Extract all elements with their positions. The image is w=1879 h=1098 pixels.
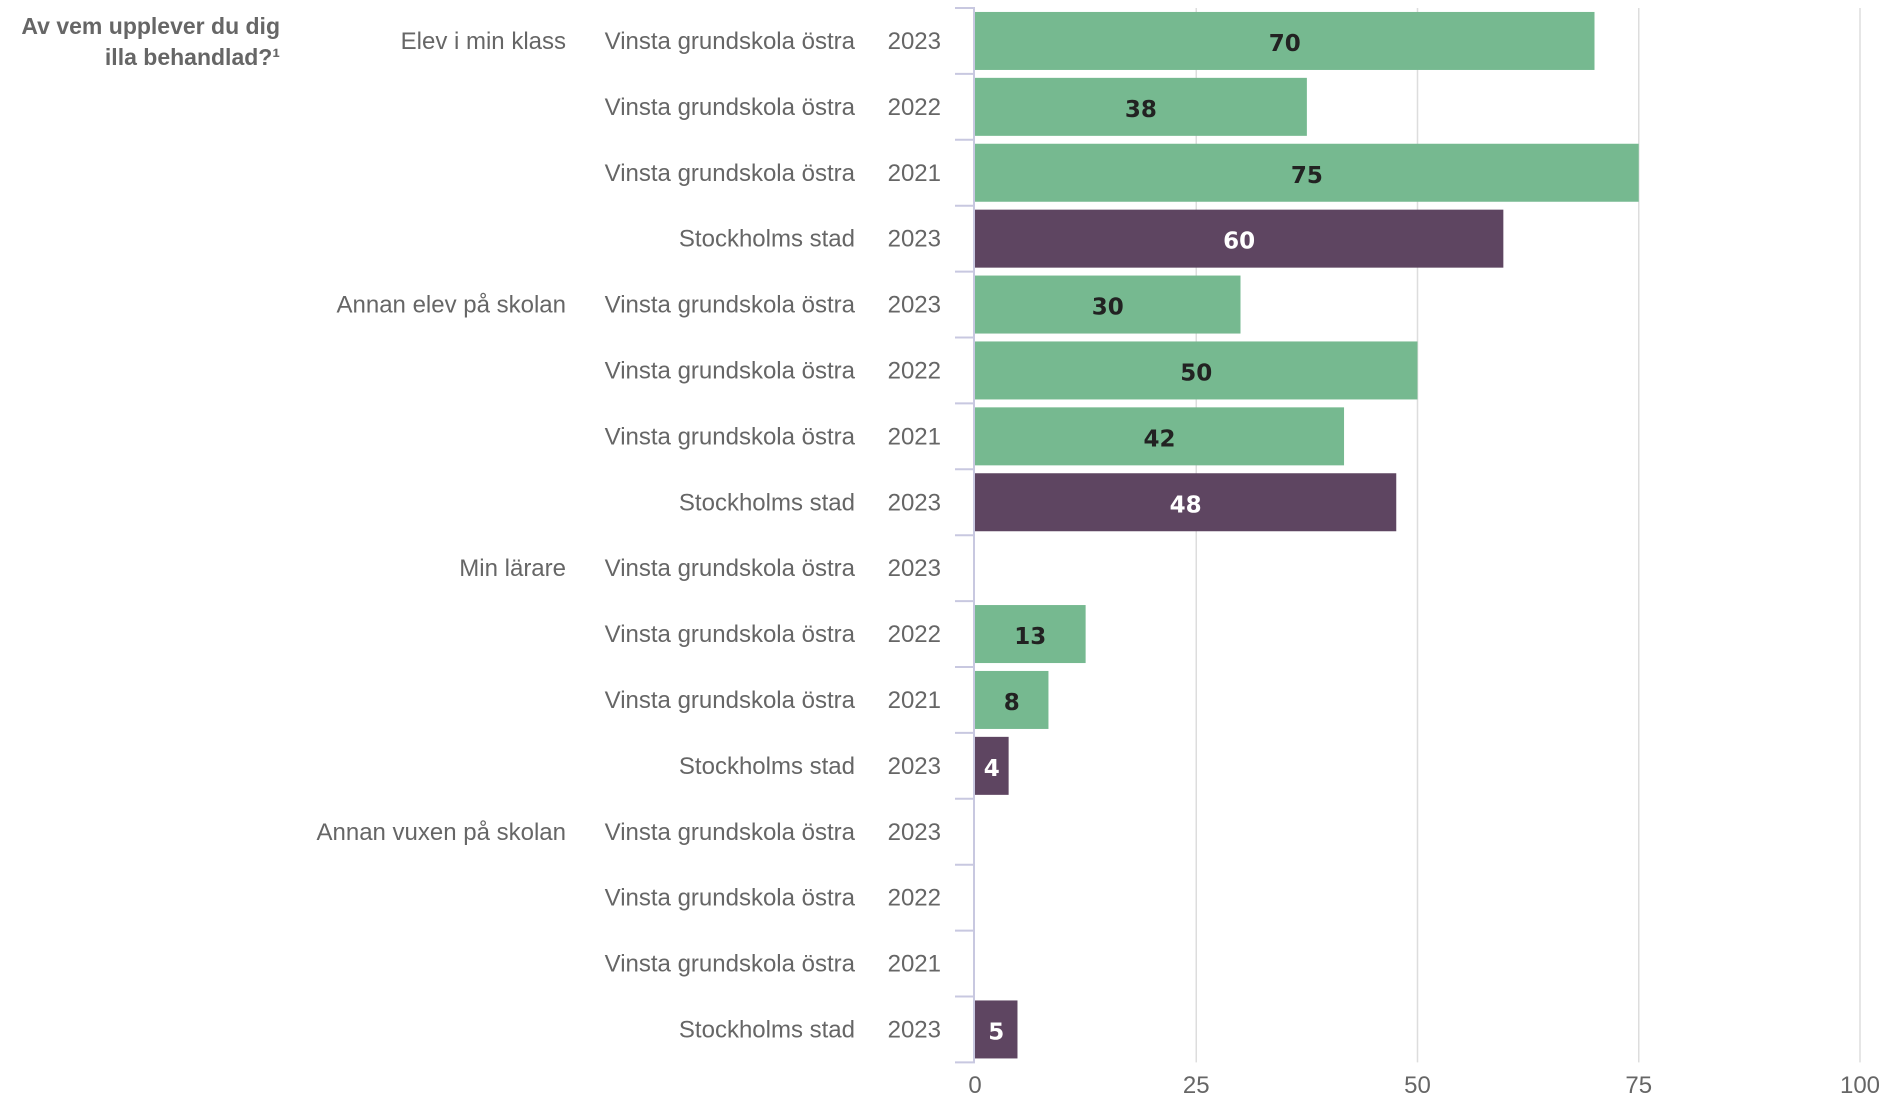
bar: [975, 473, 1397, 532]
row-unit-label: Stockholms stad: [679, 226, 855, 253]
group-label: Annan elev på skolan: [337, 292, 567, 319]
bar-value-label: 30: [1092, 295, 1124, 321]
row-unit-label: Vinsta grundskola östra: [605, 951, 856, 978]
bar-value-label: 38: [1125, 97, 1157, 123]
bar-value-label: 5: [988, 1019, 1004, 1045]
x-tick-label: 100: [1840, 1072, 1879, 1098]
row-unit-label: Vinsta grundskola östra: [605, 819, 856, 846]
bar: [975, 736, 1009, 795]
row-unit-label: Vinsta grundskola östra: [605, 885, 856, 912]
row-year-label: 2021: [888, 423, 941, 450]
bars: 70 38 75 60 30 50 42 48 13 8 4 5: [975, 11, 1639, 1059]
row-year-label: 2023: [888, 819, 941, 846]
row-unit-label: Vinsta grundskola östra: [605, 94, 856, 121]
row-year-label: 2021: [888, 160, 941, 187]
chart-title-line-1: Av vem upplever du dig: [21, 13, 280, 39]
row-year-label: 2023: [888, 1016, 941, 1043]
bar-value-label: 50: [1180, 360, 1212, 386]
group-label: Elev i min klass: [401, 28, 566, 55]
bar-value-label: 60: [1223, 229, 1255, 255]
bar-value-label: 13: [1014, 624, 1046, 650]
bar-value-label: 4: [984, 756, 1000, 782]
bar: [975, 1000, 1018, 1059]
bar: [975, 407, 1345, 466]
row-unit-label: Vinsta grundskola östra: [605, 555, 856, 582]
bar: [975, 143, 1639, 202]
row-unit-label: Vinsta grundskola östra: [605, 28, 856, 55]
y-axis: [955, 7, 975, 1064]
row-unit-label: Vinsta grundskola östra: [605, 687, 856, 714]
bar-value-label: 75: [1291, 163, 1323, 189]
row-year-label: 2023: [888, 226, 941, 253]
row-labels: 2023 Vinsta grundskola östra Elev i min kl…: [316, 28, 941, 1043]
bar: [975, 275, 1241, 334]
chart-title-line-2: illa behandlad?¹: [105, 44, 280, 70]
x-tick-label: 25: [1183, 1072, 1210, 1098]
bar: [975, 670, 1049, 729]
x-tick-label: 50: [1404, 1072, 1431, 1098]
bar-value-label: 8: [1004, 690, 1020, 716]
row-unit-label: Stockholms stad: [679, 489, 855, 516]
row-year-label: 2021: [888, 951, 941, 978]
row-year-label: 2023: [888, 489, 941, 516]
row-year-label: 2022: [888, 94, 941, 121]
row-year-label: 2022: [888, 885, 941, 912]
row-unit-label: Vinsta grundskola östra: [605, 357, 856, 384]
x-tick-label: 75: [1625, 1072, 1652, 1098]
row-year-label: 2022: [888, 357, 941, 384]
bar-value-label: 42: [1144, 426, 1176, 452]
row-year-label: 2023: [888, 292, 941, 319]
x-tick-label: 0: [968, 1072, 981, 1098]
row-unit-label: Vinsta grundskola östra: [605, 160, 856, 187]
row-year-label: 2023: [888, 555, 941, 582]
bar: [975, 209, 1504, 268]
row-year-label: 2023: [888, 753, 941, 780]
row-unit-label: Vinsta grundskola östra: [605, 621, 856, 648]
x-axis-ticks: 0 25 50 75 100: [968, 1072, 1879, 1098]
bar: [975, 11, 1595, 70]
group-label: Min lärare: [459, 555, 566, 582]
bar: [975, 341, 1418, 400]
row-year-label: 2021: [888, 687, 941, 714]
row-unit-label: Stockholms stad: [679, 1016, 855, 1043]
bar: [975, 77, 1307, 136]
row-unit-label: Vinsta grundskola östra: [605, 423, 856, 450]
bar: [975, 605, 1086, 664]
row-unit-label: Stockholms stad: [679, 753, 855, 780]
bar-value-label: 48: [1170, 492, 1202, 518]
bar-value-label: 70: [1269, 31, 1301, 57]
row-year-label: 2023: [888, 28, 941, 55]
row-year-label: 2022: [888, 621, 941, 648]
group-label: Annan vuxen på skolan: [316, 819, 566, 846]
row-unit-label: Vinsta grundskola östra: [605, 292, 856, 319]
